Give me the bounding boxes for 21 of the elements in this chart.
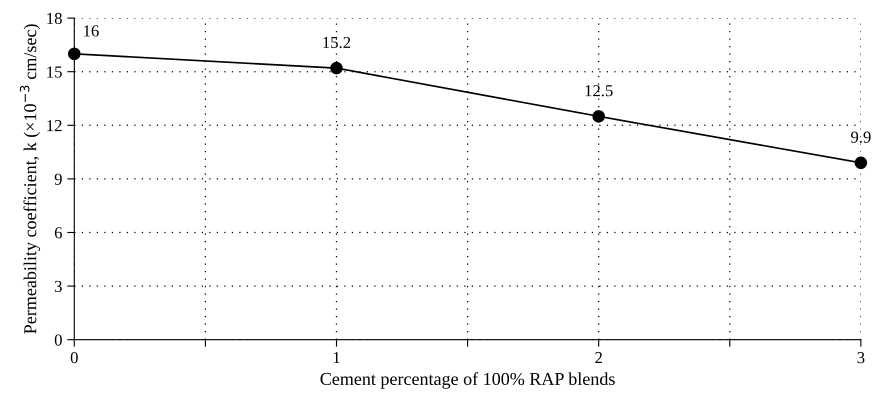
data-label: 12.5 xyxy=(586,85,613,96)
point xyxy=(330,62,343,74)
y-tick-label: 3 xyxy=(54,280,62,292)
point xyxy=(854,156,868,170)
data-label: 15.2 xyxy=(323,36,350,48)
point xyxy=(592,110,605,123)
y-tick-label: 6 xyxy=(54,227,62,238)
y-tick-label: 15 xyxy=(47,66,62,78)
y-tick-label: 12 xyxy=(47,120,62,132)
data-label: 16 xyxy=(84,25,99,37)
y-tick-label: 18 xyxy=(47,12,62,24)
y-axis-title: Permeability coefficient, k (×10$^{−3}$ cm/sec) xyxy=(20,24,40,334)
point xyxy=(68,48,81,60)
y-tick-label: 9 xyxy=(54,174,62,185)
y-tick-label: 0 xyxy=(54,334,62,346)
x-tick-label: 1 xyxy=(334,352,340,364)
data-label: 9.9 xyxy=(851,132,871,143)
x-axis-title: Cement percentage of 100% RAP blends xyxy=(320,372,615,389)
x-tick-label: 0 xyxy=(70,352,78,364)
x-tick-label: 2 xyxy=(595,352,602,364)
x-tick-label: 3 xyxy=(858,352,864,364)
